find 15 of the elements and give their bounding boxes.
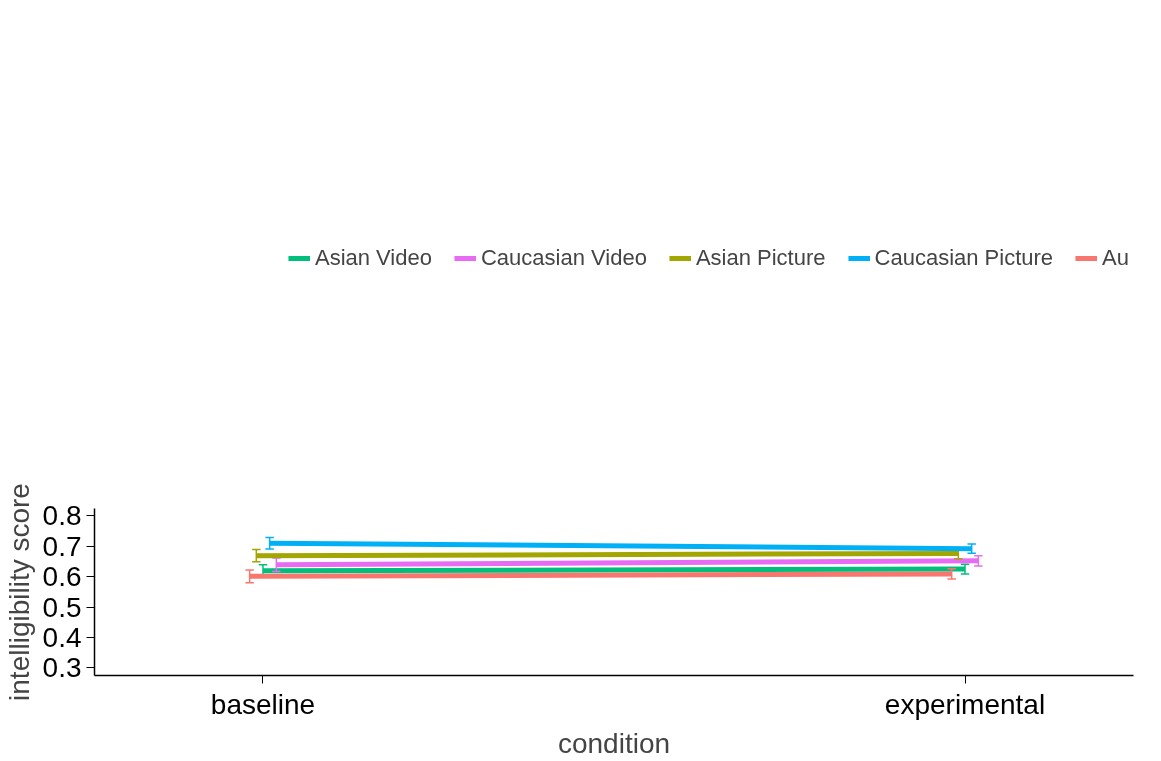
y-axis-title: intelligibility score (3, 483, 35, 701)
legend-label: Au (1102, 245, 1129, 271)
legend-label: Caucasian Video (480, 245, 647, 271)
y-tick-label: 0.7 (42, 530, 82, 562)
legend-label: Asian Picture (695, 245, 826, 271)
y-tick-label: 0.6 (42, 561, 82, 593)
x-axis-title: condition (557, 727, 671, 759)
y-tick-label: 0.3 (42, 652, 82, 684)
y-tick-label: 0.5 (42, 591, 82, 623)
y-tick-label: 0.8 (42, 500, 82, 532)
legend-label: Asian Video (314, 245, 432, 271)
x-tick-label: experimental (884, 688, 1046, 720)
legend-label: Caucasian Picture (874, 245, 1054, 271)
x-tick-label: baseline (210, 688, 316, 720)
y-tick-label: 0.4 (42, 621, 82, 653)
